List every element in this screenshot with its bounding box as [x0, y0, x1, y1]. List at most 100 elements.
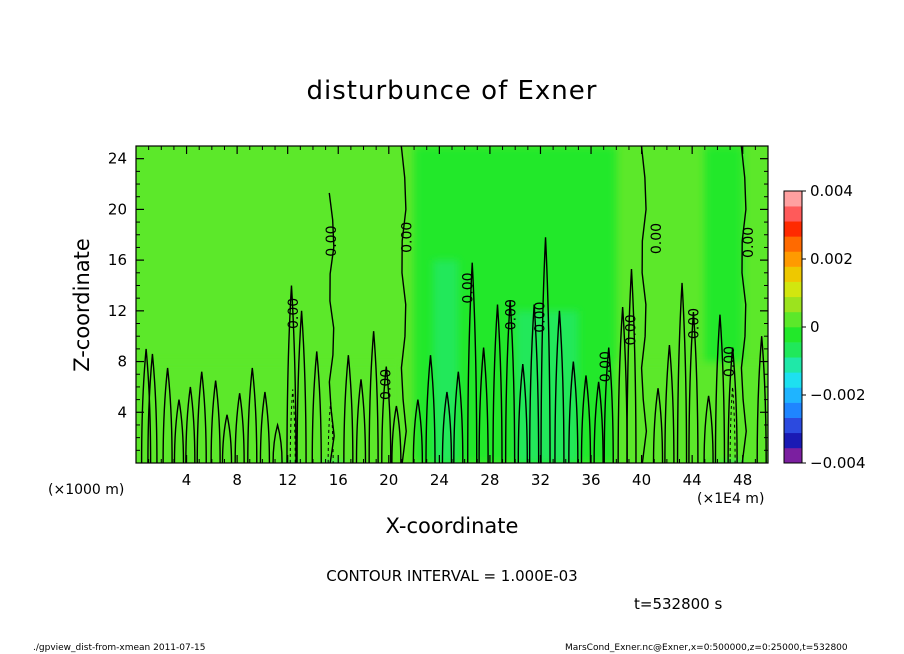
contour-line — [412, 399, 424, 463]
contour-line — [391, 405, 402, 463]
main-contour-line — [640, 146, 648, 463]
colorbar-swatch — [784, 372, 802, 388]
contour-line — [756, 336, 767, 463]
contour-line — [703, 395, 714, 463]
contour-line — [540, 237, 551, 463]
time-label: t=532800 s — [634, 595, 723, 613]
colorbar-swatch — [784, 266, 802, 282]
colorbar-swatch — [784, 236, 802, 252]
contour-line — [234, 393, 245, 463]
contour-line — [221, 414, 233, 463]
contour-interval-text: CONTOUR INTERVAL = 1.000E-03 — [326, 567, 578, 585]
main-contour-line — [400, 146, 407, 463]
contour-line — [210, 380, 221, 463]
contour-label-layer: 0.00 0.00 0.00 0.00 0.00 0.00 0.00 0.00 0.00 0.00… — [286, 222, 757, 400]
contour-label: 0.00 — [741, 227, 757, 258]
contour-line — [296, 310, 307, 463]
contour-line — [162, 367, 173, 463]
y-tick-label: 20 — [108, 200, 127, 218]
colorbar-swatch — [784, 432, 802, 449]
colorbar-label: 0.002 — [810, 250, 853, 268]
colorbar-swatch — [784, 357, 802, 373]
x-tick-label: 16 — [329, 471, 348, 489]
contour-line — [603, 347, 614, 463]
contour-line — [247, 367, 258, 463]
contour-line — [196, 371, 207, 463]
contour-label: 0.00 — [532, 302, 548, 333]
colorbar-swatch — [784, 281, 802, 298]
contour-line — [593, 381, 604, 463]
colorbar-label: 0 — [810, 318, 820, 336]
negative-contour-line — [289, 389, 296, 463]
contour-line — [368, 331, 379, 463]
contour-label: 0.00 — [687, 308, 703, 339]
x-tick-label: 24 — [430, 471, 449, 489]
x-tick-label: 44 — [683, 471, 702, 489]
contour-label: 0.00 — [649, 223, 665, 254]
contour-layer — [140, 146, 767, 463]
colorbar-swatch — [784, 221, 802, 237]
contour-line — [664, 345, 675, 463]
colorbar-swatch — [784, 311, 802, 328]
contour-label: 0.00 — [400, 222, 416, 253]
colorbar-label: 0.004 — [810, 182, 853, 200]
contour-line — [568, 361, 579, 463]
x-tick-label: 20 — [379, 471, 398, 489]
y-tick-label: 8 — [117, 353, 127, 371]
contour-line — [343, 355, 354, 463]
contour-line — [528, 304, 540, 463]
contour-line — [688, 312, 699, 463]
colorbar-swatch — [784, 417, 802, 434]
colorbar-swatch — [784, 342, 802, 358]
main-contour-line — [328, 192, 335, 463]
contour-line — [492, 304, 503, 463]
colorbar-swatch — [784, 296, 802, 313]
x-tick-label: 28 — [480, 471, 499, 489]
colorbar-swatch — [784, 402, 802, 418]
colorbar-swatch — [784, 327, 802, 343]
contour-line — [453, 371, 464, 463]
contour-line — [272, 422, 283, 463]
footer-source: MarsCond_Exner.nc@Exner,x=0:500000,z=0:2… — [565, 643, 848, 653]
x-tick-label: 40 — [632, 471, 651, 489]
x-tick-label: 36 — [581, 471, 600, 489]
contour-line — [467, 262, 478, 463]
contour-label: 0.00 — [722, 346, 738, 377]
colorbar-swatch — [784, 387, 802, 403]
contour-line — [652, 388, 664, 463]
x-axis-label: X-coordinate — [385, 514, 519, 538]
contour-line — [259, 391, 271, 463]
x-tick-label: 48 — [733, 471, 752, 489]
contour-line — [676, 282, 688, 463]
colorbar-swatch — [784, 251, 802, 267]
x-axis-unit-right: (×1E4 m) — [697, 491, 765, 507]
x-tick-label: 8 — [232, 471, 242, 489]
contour-line — [381, 366, 392, 463]
x-tick-label: 12 — [278, 471, 297, 489]
contour-label: 0.00 — [598, 351, 614, 382]
colorbar-label: −0.002 — [810, 386, 866, 404]
field-region — [515, 310, 579, 463]
y-axis-label: Z-coordinate — [70, 238, 94, 372]
x-axis-unit-left: (×1000 m) — [48, 482, 125, 498]
contour-line — [617, 306, 628, 463]
contour-line — [311, 351, 322, 463]
contour-line — [147, 353, 158, 463]
y-tick-label: 16 — [108, 251, 127, 269]
contour-label: 0.00 — [460, 272, 476, 303]
contour-label: 0.00 — [623, 314, 639, 345]
main-contour-line — [740, 146, 747, 463]
contour-line — [580, 375, 592, 463]
negative-contour-line — [729, 386, 736, 463]
contour-line — [355, 379, 367, 463]
contour-line — [727, 347, 738, 463]
x-tick-label: 4 — [182, 471, 192, 489]
contour-label: 0.00 — [324, 226, 340, 257]
contour-line — [286, 285, 297, 463]
contour-line — [626, 268, 637, 463]
contour-line — [504, 300, 516, 463]
field-layer — [136, 146, 768, 463]
y-tick-label: 24 — [108, 150, 127, 168]
